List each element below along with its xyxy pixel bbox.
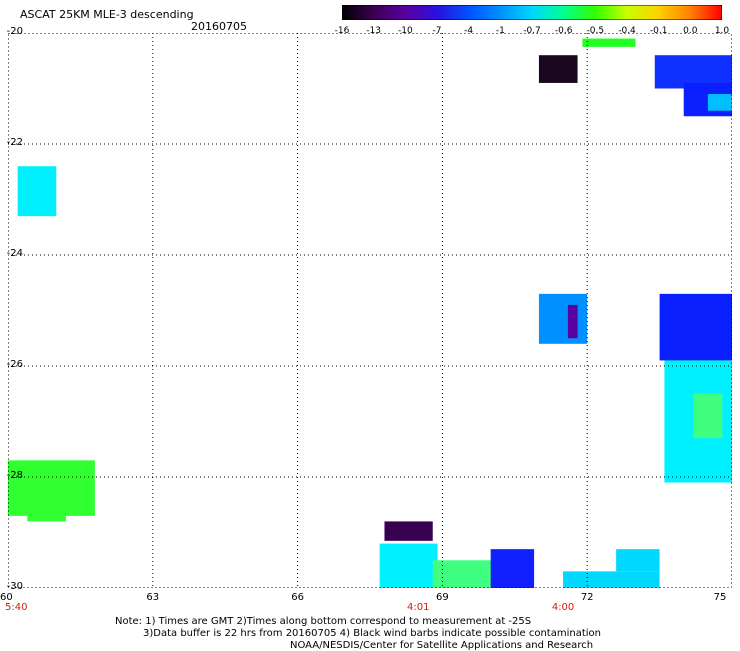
data-cell <box>17 166 57 217</box>
colorbar-label: 0.0 <box>683 26 698 36</box>
data-cell <box>563 571 660 588</box>
x-axis-label: 72 <box>580 592 594 603</box>
colorbar-label: -13 <box>366 26 381 36</box>
time-label: 4:01 <box>407 602 430 613</box>
colorbar-label: -0.1 <box>649 26 668 36</box>
data-cell <box>538 55 578 83</box>
note-line-3: NOAA/NESDIS/Center for Satellite Applica… <box>290 640 594 651</box>
y-axis-label: -30 <box>6 581 23 592</box>
data-cell <box>654 55 732 89</box>
data-cell <box>567 304 578 339</box>
colorbar-label: -10 <box>397 26 413 36</box>
colorbar-label: -0.4 <box>618 26 636 36</box>
data-cell <box>582 38 636 47</box>
colorbar-label: -0.7 <box>523 26 541 36</box>
plot-frame <box>8 33 732 588</box>
data-cell <box>707 94 732 111</box>
y-axis-label: -22 <box>6 137 23 148</box>
data-cell <box>384 521 433 541</box>
x-axis-label: 60 <box>0 592 13 603</box>
colorbar-label: -1 <box>495 26 505 36</box>
y-axis-label: -26 <box>6 359 23 370</box>
colorbar <box>341 4 723 21</box>
colorbar-label: -0.6 <box>554 26 573 36</box>
colorbar-label: 1.0 <box>714 26 730 36</box>
colorbar-label: -4 <box>464 26 474 36</box>
data-cell <box>490 549 535 588</box>
data-cell <box>27 499 66 522</box>
time-label: 5:40 <box>5 602 28 613</box>
data-cell <box>616 549 660 572</box>
data-cell <box>659 293 732 361</box>
time-label: 4:00 <box>551 602 575 613</box>
note-line-1: Note: 1) Times are GMT 2)Times along bot… <box>115 616 532 627</box>
note-line-2: 3)Data buffer is 22 hrs from 20160705 4)… <box>143 628 601 639</box>
data-cell <box>693 393 723 439</box>
map-title: ASCAT 25KM MLE-3 descending <box>20 8 194 21</box>
y-axis-label: -28 <box>6 470 23 481</box>
x-axis-label: 75 <box>713 592 727 603</box>
y-axis-label: -24 <box>6 248 23 259</box>
x-axis-label: 63 <box>146 592 160 603</box>
colorbar-label: -7 <box>432 26 442 36</box>
colorbar-label: -16 <box>334 26 350 36</box>
x-axis-label: 66 <box>291 592 304 603</box>
data-cell <box>538 293 588 344</box>
map-date: 20160705 <box>191 20 247 33</box>
y-axis-label: -20 <box>6 26 23 37</box>
map-svg <box>8 33 732 588</box>
data-cell <box>432 560 496 588</box>
colorbar-label: -0.5 <box>586 26 605 36</box>
x-axis-label: 69 <box>436 592 449 603</box>
colorbar-rect <box>341 4 723 21</box>
colorbar-gradient <box>341 4 723 21</box>
data-cell <box>379 543 438 588</box>
map-plot-area <box>8 33 732 588</box>
